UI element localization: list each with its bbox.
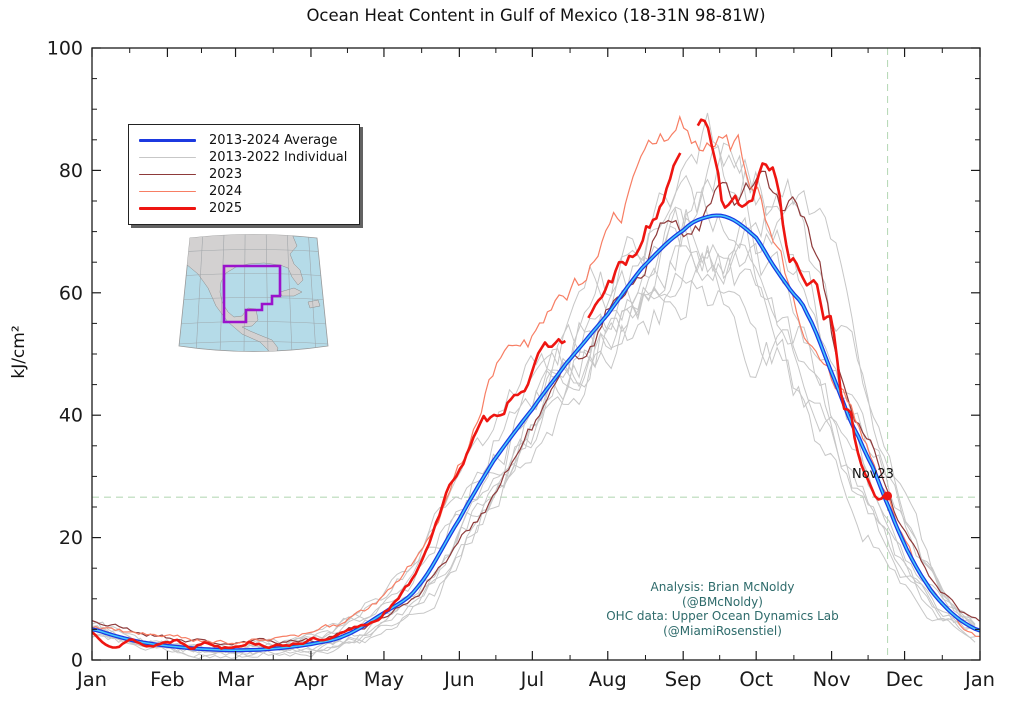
x-tick-label: Dec (886, 668, 924, 691)
legend-line-sample-average (139, 138, 196, 143)
x-tick-label: Feb (150, 668, 185, 691)
gulf-map-inset (178, 234, 329, 352)
series-2025-path-2 (696, 118, 887, 501)
credit-line-3: OHC data: Upper Ocean Dynamics Lab (606, 609, 839, 623)
nov23-annotation: Nov23 (852, 467, 894, 482)
x-tick-label: Mar (217, 668, 255, 691)
y-tick-label: 80 (59, 160, 83, 182)
credit-line-2: (@BMcNoldy) (682, 594, 763, 609)
x-tick-label: May (364, 668, 404, 691)
x-tick-label: Jan (75, 668, 107, 691)
map-land-north-america (179, 234, 304, 352)
legend-label-individuals: 2013-2022 Individual (209, 150, 348, 165)
legend-line-sample-2025 (139, 207, 196, 210)
map-graticule (179, 234, 328, 352)
legend-row-2025: 2025 (139, 200, 347, 217)
legend-label-2024: 2024 (209, 184, 243, 199)
legend-label-average: 2013-2024 Average (209, 133, 338, 148)
legend-line-sample-2024 (139, 190, 196, 193)
chart-title: Ocean Heat Content in Gulf of Mexico (18… (306, 6, 766, 25)
series-average-core (92, 214, 980, 651)
x-tick-label: Sep (665, 668, 702, 691)
map-region-outline (222, 264, 282, 324)
map-land-hispaniola (307, 299, 321, 309)
x-tick-label: Jan (963, 668, 995, 691)
x-tick-label: Aug (589, 668, 627, 691)
credit-text: Analysis: Brian McNoldy (@BMcNoldy) OHC … (570, 580, 875, 638)
series-2025-path-1 (587, 152, 682, 319)
legend: 2013-2024 Average 2013-2022 Individual 202… (128, 124, 361, 225)
map-land-cuba (279, 287, 303, 297)
y-tick-label: 20 (59, 527, 83, 549)
legend-row-2023: 2023 (139, 166, 347, 183)
legend-label-2023: 2023 (209, 167, 243, 182)
credit-line-4: (@MiamiRosenstiel) (663, 623, 782, 638)
series-2024-path (92, 114, 980, 645)
y-tick-label: 0 (71, 650, 83, 672)
legend-row-2024: 2024 (139, 183, 347, 200)
x-tick-label: Jun (442, 668, 474, 691)
y-tick-label: 40 (59, 405, 83, 427)
nov23-dot (883, 491, 893, 501)
legend-row-individuals: 2013-2022 Individual (139, 149, 347, 166)
series-individual-4 (92, 243, 976, 655)
credit-line-1: Analysis: Brian McNoldy (650, 580, 795, 594)
legend-line-sample-individuals (139, 156, 196, 159)
legend-row-average: 2013-2024 Average (139, 132, 347, 149)
y-tick-label: 100 (47, 38, 83, 60)
x-tick-label: Apr (294, 668, 329, 691)
legend-line-sample-2023 (139, 173, 196, 176)
x-tick-label: Nov (813, 668, 851, 691)
legend-label-2025: 2025 (209, 201, 243, 216)
x-tick-label: Jul (519, 668, 545, 691)
series-2025-path-0 (92, 338, 567, 651)
x-tick-label: Oct (739, 668, 773, 691)
y-tick-label: 60 (59, 282, 83, 304)
